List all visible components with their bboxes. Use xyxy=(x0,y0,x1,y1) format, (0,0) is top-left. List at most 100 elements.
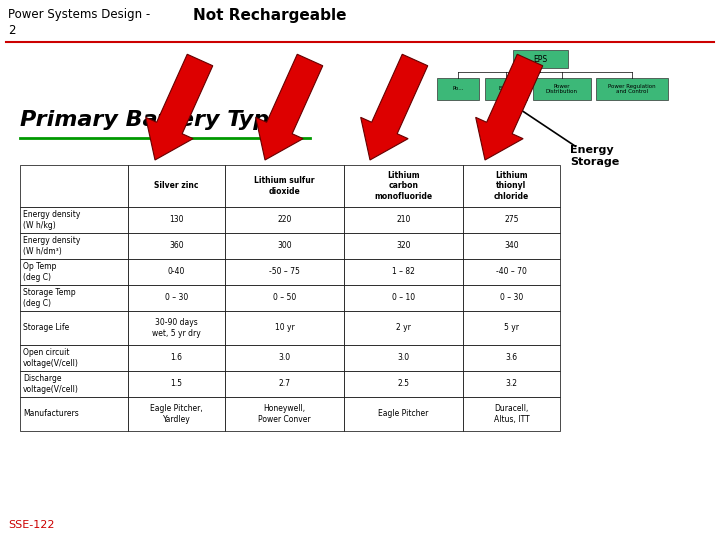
Text: 300: 300 xyxy=(277,241,292,251)
Bar xyxy=(225,165,344,207)
Text: Energy density
(W h/kg): Energy density (W h/kg) xyxy=(23,210,81,230)
Bar xyxy=(20,165,128,207)
Bar xyxy=(437,78,479,100)
Bar xyxy=(344,259,463,285)
Bar xyxy=(463,165,560,207)
Bar xyxy=(344,233,463,259)
Text: Duracell,
Altus, ITT: Duracell, Altus, ITT xyxy=(494,404,529,424)
Bar xyxy=(344,285,463,311)
Bar xyxy=(225,397,344,431)
Bar xyxy=(20,285,128,311)
Text: Op Temp
(deg C): Op Temp (deg C) xyxy=(23,262,56,282)
Bar xyxy=(463,397,560,431)
Text: Lithium
thionyl
chloride: Lithium thionyl chloride xyxy=(494,171,529,201)
Bar xyxy=(463,311,560,345)
Text: 340: 340 xyxy=(504,241,518,251)
Bar xyxy=(128,233,225,259)
Bar xyxy=(344,345,463,371)
Text: Energy density
(W h/dm³): Energy density (W h/dm³) xyxy=(23,236,81,256)
Text: 1 – 82: 1 – 82 xyxy=(392,267,415,276)
Text: 0 – 50: 0 – 50 xyxy=(273,294,296,302)
Text: 2.5: 2.5 xyxy=(397,380,410,388)
Polygon shape xyxy=(361,54,428,160)
Bar xyxy=(344,371,463,397)
Bar xyxy=(20,259,128,285)
Text: Open circuit
voltage(V/cell): Open circuit voltage(V/cell) xyxy=(23,348,79,368)
Bar xyxy=(20,397,128,431)
Bar xyxy=(20,233,128,259)
Text: Po...: Po... xyxy=(452,86,464,91)
Text: Storage Life: Storage Life xyxy=(23,323,69,333)
Bar xyxy=(225,259,344,285)
Bar xyxy=(596,78,668,100)
Bar xyxy=(533,78,591,100)
Text: Silver zinc: Silver zinc xyxy=(154,181,199,191)
Text: Lithium
carbon
monofluoride: Lithium carbon monofluoride xyxy=(374,171,433,201)
Bar xyxy=(485,78,527,100)
Text: 1.5: 1.5 xyxy=(171,380,183,388)
Text: Not Rechargeable: Not Rechargeable xyxy=(193,8,347,23)
Text: SSE-122: SSE-122 xyxy=(8,520,55,530)
Bar xyxy=(128,311,225,345)
Bar xyxy=(225,233,344,259)
Text: Discharge
voltage(V/cell): Discharge voltage(V/cell) xyxy=(23,374,79,394)
Text: 0 – 30: 0 – 30 xyxy=(165,294,188,302)
Bar xyxy=(513,50,567,68)
Text: 0 – 10: 0 – 10 xyxy=(392,294,415,302)
Bar xyxy=(344,311,463,345)
Bar xyxy=(128,345,225,371)
Bar xyxy=(20,371,128,397)
Bar xyxy=(225,371,344,397)
Text: -50 – 75: -50 – 75 xyxy=(269,267,300,276)
Text: Power Systems Design -
2: Power Systems Design - 2 xyxy=(8,8,150,37)
Bar xyxy=(128,397,225,431)
Bar xyxy=(128,371,225,397)
Bar xyxy=(128,259,225,285)
Text: Honeywell,
Power Conver: Honeywell, Power Conver xyxy=(258,404,311,424)
Bar xyxy=(128,207,225,233)
Text: -40 – 70: -40 – 70 xyxy=(496,267,527,276)
Text: 10 yr: 10 yr xyxy=(275,323,294,333)
Bar xyxy=(344,165,463,207)
Bar xyxy=(225,207,344,233)
Text: Storage Temp
(deg C): Storage Temp (deg C) xyxy=(23,288,76,308)
Bar xyxy=(344,207,463,233)
Text: 3.6: 3.6 xyxy=(505,354,518,362)
Bar xyxy=(20,207,128,233)
Text: 130: 130 xyxy=(169,215,184,225)
Bar xyxy=(344,397,463,431)
Bar xyxy=(463,259,560,285)
Polygon shape xyxy=(476,54,543,160)
Text: 3.0: 3.0 xyxy=(397,354,410,362)
Text: 2 yr: 2 yr xyxy=(396,323,411,333)
Bar xyxy=(463,371,560,397)
Bar xyxy=(463,345,560,371)
Text: Power Regulation
and Control: Power Regulation and Control xyxy=(608,84,656,94)
Bar xyxy=(20,311,128,345)
Bar xyxy=(128,165,225,207)
Bar xyxy=(128,285,225,311)
Bar xyxy=(225,345,344,371)
Text: Eagle Pitcher,
Yardley: Eagle Pitcher, Yardley xyxy=(150,404,203,424)
Text: 5 yr: 5 yr xyxy=(504,323,519,333)
Bar xyxy=(225,311,344,345)
Bar xyxy=(463,233,560,259)
Text: 1.6: 1.6 xyxy=(171,354,183,362)
Bar xyxy=(20,345,128,371)
Text: 360: 360 xyxy=(169,241,184,251)
Text: 30-90 days
wet, 5 yr dry: 30-90 days wet, 5 yr dry xyxy=(152,318,201,338)
Text: 2.7: 2.7 xyxy=(279,380,291,388)
Text: 0-40: 0-40 xyxy=(168,267,185,276)
Text: 320: 320 xyxy=(396,241,410,251)
Text: Lithium sulfur
dioxide: Lithium sulfur dioxide xyxy=(254,176,315,196)
Polygon shape xyxy=(145,54,213,160)
Text: 275: 275 xyxy=(504,215,518,225)
Text: Primary Battery Types: Primary Battery Types xyxy=(20,110,297,130)
Bar xyxy=(463,285,560,311)
Text: Energy
Storage: Energy Storage xyxy=(570,145,619,167)
Polygon shape xyxy=(256,54,323,160)
Text: Ene...: Ene... xyxy=(498,86,514,91)
Text: Power
Distribution: Power Distribution xyxy=(546,84,578,94)
Text: 220: 220 xyxy=(277,215,292,225)
Text: Eagle Pitcher: Eagle Pitcher xyxy=(378,409,428,418)
